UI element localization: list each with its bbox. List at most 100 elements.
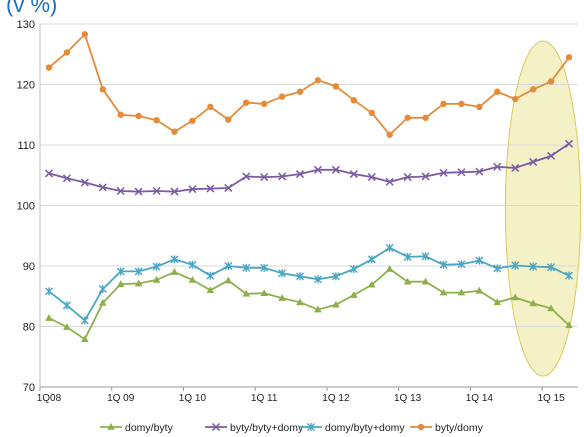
data-point xyxy=(368,109,375,117)
data-point xyxy=(211,422,221,432)
legend-item: byty/domy xyxy=(410,422,484,434)
data-point xyxy=(565,54,573,61)
data-point xyxy=(493,264,502,273)
data-point xyxy=(63,49,71,56)
data-point xyxy=(62,301,71,310)
data-point xyxy=(367,280,376,288)
data-point xyxy=(494,88,501,95)
data-point xyxy=(152,275,161,283)
data-point xyxy=(189,117,196,125)
data-point xyxy=(225,116,232,123)
data-point xyxy=(116,267,125,276)
data-point xyxy=(62,174,71,183)
x-tick-label: 1Q 13 xyxy=(394,393,422,404)
highlight-ellipse xyxy=(504,40,582,377)
data-point xyxy=(116,186,125,196)
data-point xyxy=(63,323,71,330)
data-point xyxy=(260,173,269,182)
data-point xyxy=(45,314,53,321)
data-point xyxy=(529,262,538,271)
data-point xyxy=(511,163,520,173)
data-point xyxy=(134,267,143,276)
data-point xyxy=(457,168,466,177)
y-tick-label: 80 xyxy=(23,322,35,334)
data-point xyxy=(547,263,556,272)
data-point xyxy=(457,288,466,296)
legend-item: byty/byty+domy xyxy=(205,422,304,434)
series-line xyxy=(48,246,570,322)
data-point xyxy=(417,423,425,431)
data-point xyxy=(349,265,358,274)
data-point xyxy=(331,165,340,174)
data-point xyxy=(386,131,393,138)
data-point xyxy=(107,423,115,430)
data-point xyxy=(206,286,215,293)
data-point xyxy=(260,263,269,272)
legend-label: byty/domy xyxy=(435,422,484,434)
data-point xyxy=(439,168,448,177)
data-point xyxy=(403,173,412,182)
data-point xyxy=(296,88,304,95)
data-point xyxy=(242,263,251,272)
legend-label: domy/byty xyxy=(125,422,174,434)
legend-item: domy/byty+domy xyxy=(300,422,405,434)
data-point xyxy=(296,170,305,179)
data-point xyxy=(152,262,161,271)
data-point xyxy=(135,112,142,120)
data-point xyxy=(458,100,465,108)
data-point xyxy=(440,100,447,108)
data-point xyxy=(314,305,322,313)
data-point xyxy=(224,262,233,270)
data-point xyxy=(475,167,484,176)
data-point xyxy=(81,335,89,343)
series-line xyxy=(48,143,570,193)
data-point xyxy=(207,103,214,111)
data-point xyxy=(404,114,411,121)
x-tick-label: 1Q 10 xyxy=(179,393,207,404)
y-tick-label: 100 xyxy=(17,201,35,213)
data-point xyxy=(385,243,394,252)
data-point xyxy=(206,271,215,280)
data-point xyxy=(331,272,340,281)
data-point xyxy=(81,31,89,38)
chart-title: (v %) xyxy=(6,0,57,17)
data-point xyxy=(350,291,358,298)
data-point xyxy=(242,172,251,181)
data-point xyxy=(403,252,412,261)
data-point xyxy=(422,114,429,121)
data-point xyxy=(511,261,520,270)
data-point xyxy=(260,100,268,108)
series-byty-domy xyxy=(45,31,573,138)
data-point xyxy=(307,423,315,431)
data-point xyxy=(242,289,251,297)
data-point xyxy=(224,183,233,192)
data-point xyxy=(529,86,537,93)
data-point xyxy=(313,275,322,284)
data-point xyxy=(476,103,483,111)
data-point xyxy=(349,170,358,179)
data-point xyxy=(512,95,519,103)
data-point xyxy=(44,169,53,178)
data-point xyxy=(98,284,107,293)
data-point xyxy=(421,172,430,181)
y-tick-label: 70 xyxy=(23,382,35,394)
data-point xyxy=(367,255,376,264)
data-point xyxy=(332,83,340,90)
data-point xyxy=(439,260,448,269)
data-point xyxy=(206,184,215,193)
x-tick-label: 1Q 11 xyxy=(251,393,278,404)
x-tick-label: 1Q 12 xyxy=(322,393,350,404)
x-tick-label: 1Q08 xyxy=(37,393,62,404)
legend-label: byty/byty+domy xyxy=(230,422,304,434)
data-point xyxy=(511,293,520,301)
data-point xyxy=(421,277,430,285)
data-point xyxy=(152,186,161,196)
legend-label: domy/byty+domy xyxy=(325,422,405,434)
data-point xyxy=(170,255,179,264)
data-point xyxy=(439,288,448,296)
data-point xyxy=(385,177,394,186)
data-point xyxy=(314,77,322,84)
data-point xyxy=(224,276,233,284)
